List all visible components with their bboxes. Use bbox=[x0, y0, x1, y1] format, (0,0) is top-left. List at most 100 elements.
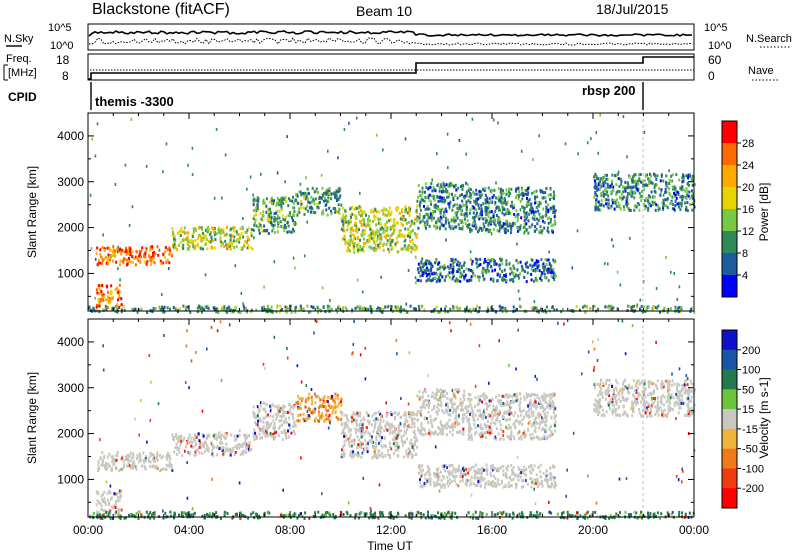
scatter-cell bbox=[300, 193, 303, 197]
scatter-cell bbox=[459, 479, 462, 483]
scatter-cell bbox=[408, 415, 411, 419]
scatter-cell bbox=[198, 304, 200, 308]
scatter-cell bbox=[633, 208, 636, 212]
scatter-cell bbox=[200, 310, 203, 314]
scatter-cell bbox=[474, 200, 477, 204]
scatter-cell bbox=[388, 441, 391, 445]
scatter-cell bbox=[618, 203, 621, 207]
scatter-cell bbox=[597, 183, 600, 187]
scatter-cell bbox=[182, 439, 185, 443]
scatter-cell bbox=[393, 438, 396, 442]
scatter-cell bbox=[230, 227, 233, 231]
scatter-cell bbox=[549, 271, 552, 275]
scatter-cell bbox=[420, 194, 423, 197]
scatter-cell bbox=[376, 210, 378, 214]
scatter-cell bbox=[382, 248, 385, 252]
scatter-cell bbox=[178, 229, 181, 233]
scatter-cell bbox=[384, 235, 387, 239]
scatter-cell bbox=[193, 453, 196, 457]
scatter-cell bbox=[664, 188, 667, 191]
scatter-cell bbox=[533, 398, 536, 402]
scatter-cell bbox=[540, 278, 543, 282]
scatter-cell bbox=[546, 436, 549, 440]
scatter-cell bbox=[526, 187, 529, 191]
scatter-cell bbox=[611, 185, 614, 189]
scatter-cell bbox=[461, 218, 464, 222]
scatter-cell bbox=[227, 448, 230, 452]
scatter-cell bbox=[187, 163, 189, 167]
scatter-cell bbox=[360, 446, 363, 449]
scatter-cell bbox=[246, 228, 249, 232]
scatter-cell bbox=[679, 208, 682, 212]
scatter-cell bbox=[221, 306, 224, 310]
scatter-cell bbox=[636, 303, 639, 307]
scatter-cell bbox=[490, 473, 493, 477]
scatter-cell bbox=[519, 471, 522, 475]
scatter-cell bbox=[435, 260, 438, 264]
scatter-cell bbox=[380, 414, 383, 418]
scatter-cell bbox=[96, 246, 99, 250]
scatter-cell bbox=[505, 473, 508, 477]
scatter-cell bbox=[604, 181, 607, 185]
scatter-cell bbox=[520, 149, 523, 153]
scatter-cell bbox=[657, 206, 660, 210]
scatter-cell bbox=[256, 196, 259, 200]
scatter-cell bbox=[390, 413, 393, 417]
scatter-cell bbox=[283, 420, 285, 424]
scatter-cell bbox=[665, 190, 668, 194]
scatter-cell bbox=[617, 177, 620, 181]
scatter-cell bbox=[361, 248, 364, 252]
scatter-cell bbox=[279, 415, 282, 418]
scatter-cell bbox=[477, 275, 480, 279]
scatter-cell bbox=[342, 449, 345, 453]
scatter-cell bbox=[290, 412, 293, 416]
scatter-cell bbox=[375, 229, 378, 233]
scatter-cell bbox=[278, 216, 281, 220]
scatter-cell bbox=[490, 199, 493, 203]
scatter-cell bbox=[436, 195, 439, 199]
scatter-cell bbox=[113, 458, 116, 462]
scatter-cell bbox=[355, 216, 358, 220]
scatter-cell bbox=[220, 447, 223, 451]
scatter-cell bbox=[366, 450, 369, 454]
scatter-cell bbox=[428, 198, 431, 202]
scatter-cell bbox=[649, 172, 651, 176]
scatter-cell bbox=[132, 461, 134, 465]
scatter-cell bbox=[138, 452, 141, 456]
scatter-cell bbox=[470, 410, 473, 414]
scatter-cell bbox=[604, 262, 606, 266]
scatter-cell bbox=[151, 245, 154, 249]
scatter-cell bbox=[180, 434, 183, 438]
scatter-cell bbox=[334, 396, 337, 400]
scatter-cell bbox=[676, 202, 679, 206]
scatter-cell bbox=[143, 260, 146, 264]
scatter-cell bbox=[292, 425, 294, 428]
scatter-cell bbox=[518, 422, 521, 426]
scatter-cell bbox=[101, 245, 104, 249]
scatter-cell bbox=[550, 424, 552, 428]
scatter-cell bbox=[442, 466, 445, 470]
scatter-cell bbox=[631, 308, 634, 312]
scatter-cell bbox=[476, 417, 479, 421]
scatter-cell bbox=[447, 195, 450, 199]
scatter-cell bbox=[544, 258, 547, 262]
scatter-cell bbox=[583, 304, 586, 308]
scatter-cell bbox=[284, 215, 287, 219]
scatter-cell bbox=[89, 193, 92, 197]
scatter-cell bbox=[494, 413, 497, 417]
scatter-cell bbox=[378, 210, 381, 214]
scatter-cell bbox=[238, 446, 241, 450]
scatter-cell bbox=[263, 201, 266, 205]
scatter-cell bbox=[462, 263, 465, 267]
beam-title: Beam 10 bbox=[356, 3, 412, 19]
scatter-cell bbox=[486, 196, 489, 200]
scatter-cell bbox=[467, 409, 470, 413]
scatter-cell bbox=[546, 226, 549, 230]
scatter-cell bbox=[306, 192, 309, 196]
scatter-cell bbox=[534, 195, 536, 199]
scatter-cell bbox=[382, 212, 385, 216]
scatter-cell bbox=[349, 227, 352, 231]
scatter-cell bbox=[181, 454, 184, 457]
scatter-cell bbox=[465, 467, 468, 471]
scatter-cell bbox=[432, 216, 435, 220]
